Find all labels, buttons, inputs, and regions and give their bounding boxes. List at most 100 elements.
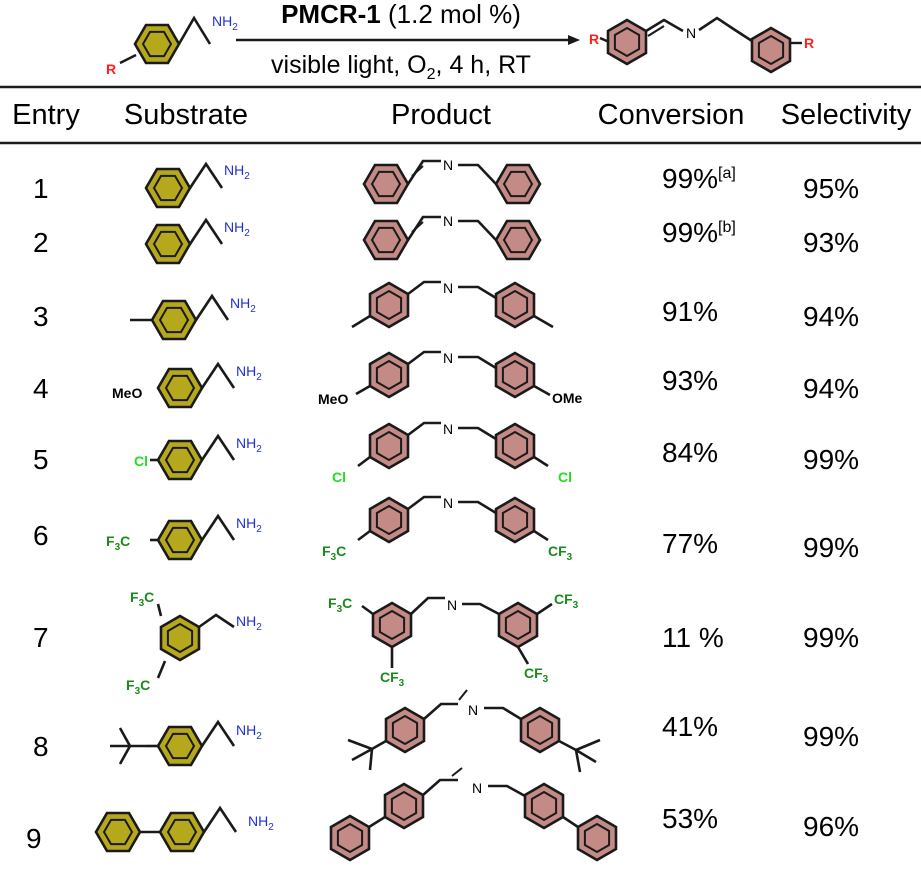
table-row: 3 NH2 N 91% 94% xyxy=(33,280,859,341)
selectivity-value: 99% xyxy=(803,532,859,563)
entry-number: 8 xyxy=(33,731,49,762)
entry-number: 1 xyxy=(33,173,49,204)
svg-text:F3C: F3C xyxy=(322,543,346,563)
svg-text:N: N xyxy=(443,421,453,437)
catalyst-label: PMCR-1 (1.2 mol %) xyxy=(281,0,521,29)
svg-text:NH2: NH2 xyxy=(236,515,262,535)
table-header: Entry Substrate Product Conversion Selec… xyxy=(12,99,912,131)
svg-text:NH2: NH2 xyxy=(236,435,262,455)
svg-text:OMe: OMe xyxy=(552,390,583,406)
product-structure: N xyxy=(362,157,542,205)
header-entry: Entry xyxy=(12,99,80,131)
svg-text:NH2: NH2 xyxy=(224,219,250,239)
table-row: 6 F3C NH2 F3C N CF3 77% 99% xyxy=(33,495,859,563)
svg-text:NH2: NH2 xyxy=(236,613,262,633)
svg-text:NH2: NH2 xyxy=(248,813,274,833)
svg-text:N: N xyxy=(443,157,453,173)
reaction-scheme: NH2 R PMCR-1 (1.2 mol %) visible light, … xyxy=(106,0,814,83)
product-structure: N xyxy=(351,280,554,329)
entry-number: 2 xyxy=(33,227,49,258)
svg-text:Cl: Cl xyxy=(134,453,148,469)
svg-text:CF3: CF3 xyxy=(548,543,573,563)
product-structure: F3C N CF3 xyxy=(322,495,573,563)
benzene-ring-icon xyxy=(133,23,181,65)
svg-text:NH2: NH2 xyxy=(224,162,250,182)
substrate-structure: NH2 xyxy=(110,719,262,767)
selectivity-value: 99% xyxy=(803,444,859,475)
svg-text:CF3: CF3 xyxy=(554,591,579,611)
scheme-conditions: PMCR-1 (1.2 mol %) visible light, O2, 4 … xyxy=(236,0,580,83)
amine-label: NH2 xyxy=(212,13,238,33)
substrate-structure: F3C F3C NH2 xyxy=(126,589,262,697)
svg-text:Cl: Cl xyxy=(332,469,346,485)
conversion-value: 53% xyxy=(662,803,718,834)
r-group-label: R xyxy=(106,61,116,77)
selectivity-value: 95% xyxy=(803,173,859,204)
conversion-value: 84% xyxy=(662,437,718,468)
svg-text:F3C: F3C xyxy=(106,533,130,553)
substrate-structure: Cl NH2 xyxy=(134,433,262,481)
product-structure: Cl N Cl xyxy=(332,421,572,485)
svg-text:F3C: F3C xyxy=(126,677,150,697)
svg-text:NH2: NH2 xyxy=(236,722,262,742)
product-structure: F3C CF3 N CF3 CF3 xyxy=(328,591,579,689)
benzene-ring-icon xyxy=(750,26,792,74)
selectivity-value: 99% xyxy=(803,622,859,653)
svg-text:N: N xyxy=(447,597,457,613)
substrate-structure: NH2 xyxy=(144,161,250,209)
header-selectivity: Selectivity xyxy=(781,99,912,131)
svg-text:N: N xyxy=(468,702,478,718)
conversion-value: 91% xyxy=(662,296,718,327)
header-product: Product xyxy=(391,99,491,131)
entry-number: 6 xyxy=(33,520,49,551)
svg-text:N: N xyxy=(443,495,453,511)
svg-text:F3C: F3C xyxy=(130,589,154,609)
benzene-ring-icon xyxy=(606,18,648,66)
header-conversion: Conversion xyxy=(598,99,745,131)
selectivity-value: 94% xyxy=(803,373,859,404)
svg-text:CF3: CF3 xyxy=(380,669,405,689)
substrate-structure: MeO NH2 xyxy=(112,361,262,409)
conversion-value: 77% xyxy=(662,528,718,559)
svg-text:F3C: F3C xyxy=(328,595,352,615)
table-row: 2 NH2 N 99%[b] 93% xyxy=(33,213,859,265)
table-row: 4 MeO NH2 MeO N OMe 93% 94% xyxy=(33,350,859,409)
table-row: 8 NH2 N 41% 99% xyxy=(33,689,859,773)
entry-number: 4 xyxy=(33,373,49,404)
header-substrate: Substrate xyxy=(124,99,248,131)
svg-text:CF3: CF3 xyxy=(524,665,549,685)
svg-text:N: N xyxy=(472,780,482,796)
conversion-value: 41% xyxy=(662,711,718,742)
svg-text:N: N xyxy=(443,213,453,229)
svg-text:N: N xyxy=(443,280,453,296)
scheme-product: N R R xyxy=(589,16,814,74)
entry-number: 7 xyxy=(33,622,49,653)
conditions-label: visible light, O2, 4 h, RT xyxy=(271,51,531,83)
substrate-structure: NH2 xyxy=(144,217,250,265)
svg-text:NH2: NH2 xyxy=(236,363,262,383)
conversion-value: 93% xyxy=(662,365,718,396)
svg-text:MeO: MeO xyxy=(112,385,142,401)
svg-text:N: N xyxy=(443,350,453,366)
table-row: 1 NH2 N 99%[a] 95% xyxy=(33,157,859,209)
table-row: 7 F3C F3C NH2 F3C CF3 N CF3 CF3 11 % 99% xyxy=(33,589,859,697)
entry-number: 3 xyxy=(33,301,49,332)
conversion-value: 99%[b] xyxy=(662,217,736,248)
entry-number: 5 xyxy=(33,444,49,475)
r-group-label: R xyxy=(589,31,599,47)
product-structure: MeO N OMe xyxy=(318,350,583,407)
scheme-substrate: NH2 R xyxy=(106,13,238,77)
r-group-label: R xyxy=(804,35,814,51)
substrate-structure: F3C NH2 xyxy=(106,513,262,561)
table-row: 9 NH2 N 53% 96% xyxy=(26,767,859,862)
product-structure: N xyxy=(362,213,542,261)
selectivity-value: 99% xyxy=(803,721,859,752)
conversion-value: 11 % xyxy=(662,622,724,653)
svg-text:MeO: MeO xyxy=(318,391,348,407)
imine-n-label: N xyxy=(686,25,696,41)
selectivity-value: 94% xyxy=(803,301,859,332)
svg-text:Cl: Cl xyxy=(558,469,572,485)
selectivity-value: 96% xyxy=(803,811,859,842)
product-structure: N xyxy=(347,689,601,773)
